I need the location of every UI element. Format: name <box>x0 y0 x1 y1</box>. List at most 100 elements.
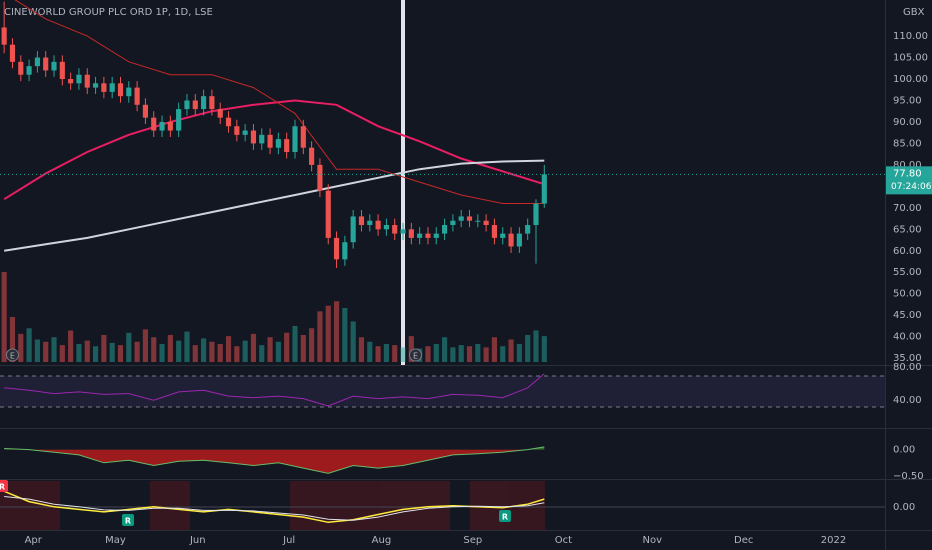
volume-bar <box>225 336 232 362</box>
volume-bar <box>450 347 456 362</box>
countdown: 07:24:06 <box>891 182 932 192</box>
volume-bar <box>383 344 389 362</box>
osc-tick-label: −0.50 <box>893 471 924 482</box>
candle-body <box>541 174 547 204</box>
event-marker <box>5 348 19 362</box>
candle-body <box>400 229 406 234</box>
candle-body <box>475 220 481 222</box>
candle-body <box>333 237 340 260</box>
x-tick-label: 2022 <box>821 535 846 546</box>
y-tick-label: 60.00 <box>893 246 922 257</box>
volume-bar <box>309 328 315 362</box>
candle-body <box>117 83 124 97</box>
volume-bar <box>126 332 132 362</box>
volume-bar <box>500 346 506 362</box>
volume-bar <box>101 335 107 362</box>
candle-body <box>508 233 514 247</box>
volume-bar <box>491 337 498 362</box>
candle-body <box>458 216 464 221</box>
volume-bar <box>167 335 173 362</box>
volume-bar <box>234 346 240 362</box>
volume-bar <box>184 331 190 362</box>
osc-tick-label: 0.00 <box>893 445 915 456</box>
volume-bar <box>1 272 7 362</box>
candle-body <box>134 87 140 105</box>
volume-bar <box>209 341 215 362</box>
candle-body <box>275 139 281 148</box>
candle-body <box>18 61 24 75</box>
last-price-label: 77.80 <box>893 168 922 179</box>
volume-bar <box>466 346 473 362</box>
y-tick-label: 105.00 <box>893 53 928 64</box>
rsi-line <box>4 373 545 407</box>
volume-bar <box>275 341 281 362</box>
candle-body <box>450 220 456 226</box>
y-tick-label: 65.00 <box>893 224 922 235</box>
volume-bar <box>43 341 49 362</box>
candle-body <box>491 225 498 238</box>
y-tick-label: 90.00 <box>893 117 922 128</box>
osc-area-down <box>4 449 545 474</box>
volume-bar <box>9 317 16 362</box>
candle-body <box>350 216 356 243</box>
y-tick-label: 110.00 <box>893 31 928 42</box>
signal-badge-label: R <box>502 513 508 522</box>
y-tick-label: 70.00 <box>893 203 922 214</box>
candle-body <box>84 74 90 88</box>
volume-bar <box>34 339 40 362</box>
candle-body <box>92 83 99 88</box>
signal-background <box>0 481 545 530</box>
volume-bar <box>267 337 273 362</box>
volume-bar <box>201 338 207 362</box>
volume-bar <box>192 345 198 362</box>
y-tick-label: 85.00 <box>893 138 922 149</box>
rsi-band <box>0 376 885 407</box>
candle-body <box>109 83 115 92</box>
volume-bar <box>541 336 547 362</box>
bg-band <box>290 481 450 530</box>
candle-body <box>516 233 522 247</box>
candle-body <box>367 220 373 226</box>
candle-body <box>250 130 257 144</box>
volume-bar <box>358 337 365 362</box>
candle-body <box>43 57 49 71</box>
candle-body <box>101 83 107 92</box>
candle-body <box>309 147 315 165</box>
x-tick-label: Aug <box>372 535 392 546</box>
vertical-marker <box>401 0 405 365</box>
candle-body <box>483 220 489 226</box>
candle-body <box>51 61 57 71</box>
volume-bar <box>250 333 257 362</box>
candle-body <box>292 126 298 153</box>
volume-bar <box>176 340 182 362</box>
x-tick-label: May <box>105 535 126 546</box>
candle-body <box>466 216 473 221</box>
candle-body <box>1 27 7 45</box>
bg-band <box>150 481 190 530</box>
x-tick-label: Jun <box>189 535 206 546</box>
candle-body <box>325 190 331 238</box>
x-tick-label: Dec <box>734 535 753 546</box>
moving-average <box>14 0 545 204</box>
candle-body <box>317 164 323 191</box>
moving-average <box>3 99 545 201</box>
y-tick-label: 95.00 <box>893 95 922 106</box>
candle-body <box>408 229 414 238</box>
volume-bar <box>525 335 531 362</box>
candle-body <box>201 96 207 110</box>
volume-bar <box>259 345 265 362</box>
candle-body <box>126 87 132 97</box>
candle-body <box>26 66 32 75</box>
volume-bar <box>117 345 124 362</box>
volume-bar <box>350 321 356 362</box>
candle-body <box>159 121 165 131</box>
candle-body <box>59 61 65 80</box>
volume-bar <box>76 344 82 362</box>
candle-body <box>284 139 290 153</box>
rsi-tick-label: 80.00 <box>893 362 922 373</box>
x-tick-label: Nov <box>643 535 663 546</box>
signal-badge-label: R <box>125 517 131 526</box>
candle-body <box>209 96 215 110</box>
candle-body <box>259 134 265 144</box>
